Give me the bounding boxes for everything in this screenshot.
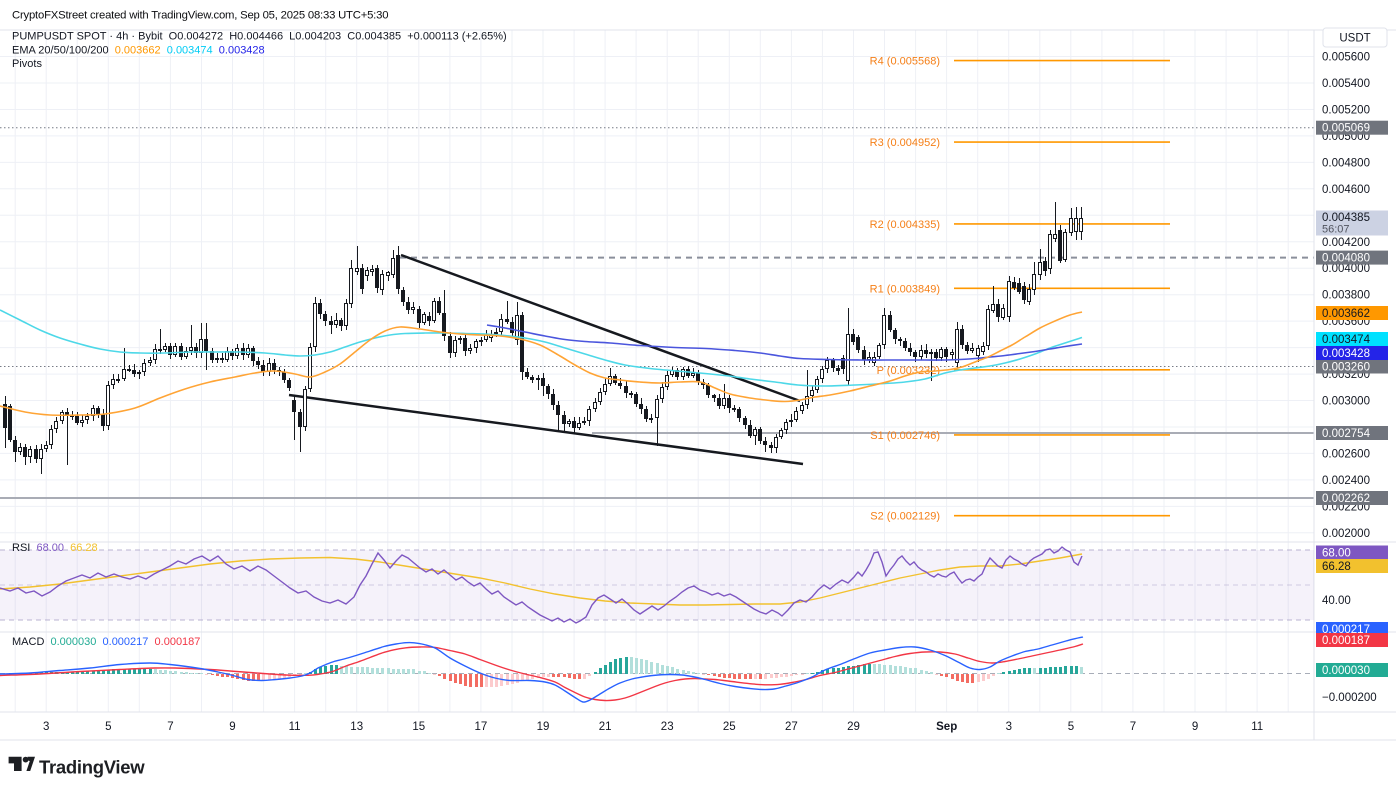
svg-text:5: 5: [1068, 721, 1074, 733]
svg-text:−0.000200: −0.000200: [1322, 692, 1377, 704]
svg-text:Pivots: Pivots: [12, 58, 42, 70]
svg-text:0.003000: 0.003000: [1322, 396, 1370, 408]
svg-text:66.28: 66.28: [1322, 561, 1351, 573]
svg-text:68.00: 68.00: [1322, 548, 1351, 560]
svg-text:56:07: 56:07: [1322, 224, 1350, 236]
svg-text:Sep: Sep: [936, 721, 957, 733]
svg-text:5: 5: [105, 721, 111, 733]
svg-text:S1 (0.002746): S1 (0.002746): [870, 430, 940, 442]
svg-text:USDT: USDT: [1339, 33, 1370, 45]
svg-text:0.003800: 0.003800: [1322, 290, 1370, 302]
svg-text:TradingView: TradingView: [39, 757, 145, 778]
svg-text:9: 9: [229, 721, 235, 733]
svg-text:0.004080: 0.004080: [1322, 253, 1370, 265]
svg-text:27: 27: [785, 721, 798, 733]
svg-text:0.000187: 0.000187: [1322, 635, 1370, 647]
svg-text:0.003474: 0.003474: [1322, 334, 1371, 346]
svg-text:R2 (0.004335): R2 (0.004335): [870, 219, 940, 231]
svg-text:P (0.003232): P (0.003232): [877, 365, 940, 377]
svg-text:R1 (0.003849): R1 (0.003849): [870, 283, 940, 295]
svg-text:23: 23: [661, 721, 674, 733]
svg-text:0.002754: 0.002754: [1322, 428, 1371, 440]
svg-text:CryptoFXStreet created with Tr: CryptoFXStreet created with TradingView.…: [12, 10, 388, 22]
svg-text:29: 29: [847, 721, 860, 733]
svg-text:0.005400: 0.005400: [1322, 78, 1370, 90]
svg-text:25: 25: [723, 721, 736, 733]
svg-text:0.002400: 0.002400: [1322, 475, 1370, 487]
svg-text:S2 (0.002129): S2 (0.002129): [870, 511, 940, 523]
svg-text:11: 11: [1251, 721, 1263, 733]
svg-text:15: 15: [412, 721, 425, 733]
svg-text:0.003428: 0.003428: [1322, 348, 1370, 360]
svg-text:0.004000: 0.004000: [1322, 263, 1370, 275]
svg-text:0.003260: 0.003260: [1322, 362, 1370, 374]
svg-text:0.000030: 0.000030: [1322, 665, 1370, 677]
svg-text:11: 11: [289, 721, 301, 733]
svg-text:13: 13: [350, 721, 363, 733]
svg-text:RSI 68.00 66.28: RSI 68.00 66.28: [12, 542, 98, 554]
svg-text:0.002600: 0.002600: [1322, 448, 1370, 460]
svg-text:21: 21: [599, 721, 612, 733]
svg-text:9: 9: [1192, 721, 1198, 733]
svg-text:0.005069: 0.005069: [1322, 123, 1370, 135]
svg-text:MACD 0.000030 0.000217 0.00: MACD 0.000030 0.000217 0.000187: [12, 636, 200, 648]
svg-text:0.002262: 0.002262: [1322, 493, 1370, 505]
svg-text:0.004600: 0.004600: [1322, 184, 1370, 196]
svg-text:PUMPUSDT SPOT · 4h · Bybit O0: PUMPUSDT SPOT · 4h · Bybit O0.004272 H0.…: [12, 31, 507, 43]
svg-text:R3 (0.004952): R3 (0.004952): [870, 137, 940, 149]
svg-text:3: 3: [1006, 721, 1012, 733]
svg-text:R4 (0.005568): R4 (0.005568): [870, 56, 940, 68]
svg-text:3: 3: [43, 721, 49, 733]
svg-text:0.005600: 0.005600: [1322, 52, 1370, 64]
svg-text:17: 17: [475, 721, 488, 733]
svg-text:7: 7: [167, 721, 173, 733]
svg-text:0.004200: 0.004200: [1322, 237, 1370, 249]
svg-text:EMA 20/50/100/200 0.003662 0: EMA 20/50/100/200 0.003662 0.003474 0.00…: [12, 45, 265, 57]
svg-text:0.004800: 0.004800: [1322, 157, 1370, 169]
svg-text:7: 7: [1130, 721, 1136, 733]
svg-text:19: 19: [537, 721, 550, 733]
svg-text:0.002000: 0.002000: [1322, 528, 1370, 540]
svg-text:40.00: 40.00: [1322, 595, 1351, 607]
svg-text:0.003662: 0.003662: [1322, 308, 1370, 320]
svg-text:0.004385: 0.004385: [1322, 212, 1370, 224]
svg-text:0.005200: 0.005200: [1322, 105, 1370, 117]
